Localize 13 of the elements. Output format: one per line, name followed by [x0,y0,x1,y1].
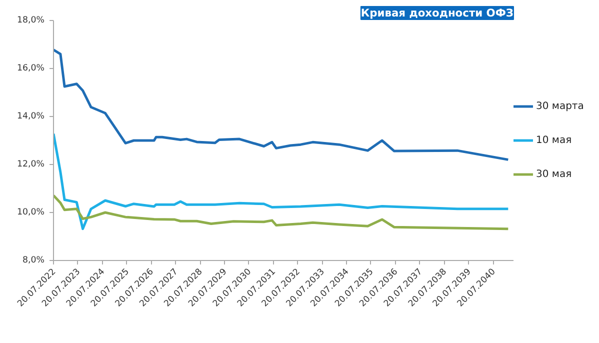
line-series [54,132,510,230]
y-tick-label: 8,0% [22,256,45,266]
y-tick-label: 14,0% [17,112,44,122]
legend-label: 30 мая [536,168,572,180]
y-tick-label: 16,0% [17,64,44,74]
legend-label: 10 мая [536,134,572,146]
y-tick-label: 18,0% [17,16,44,26]
line-series [54,194,510,230]
chart-title: Кривая доходности ОФЗ [360,6,514,20]
line-series [54,48,510,161]
legend-label: 30 марта [536,100,584,112]
y-tick-label: 10,0% [17,208,44,218]
y-tick-label: 12,0% [17,160,44,170]
